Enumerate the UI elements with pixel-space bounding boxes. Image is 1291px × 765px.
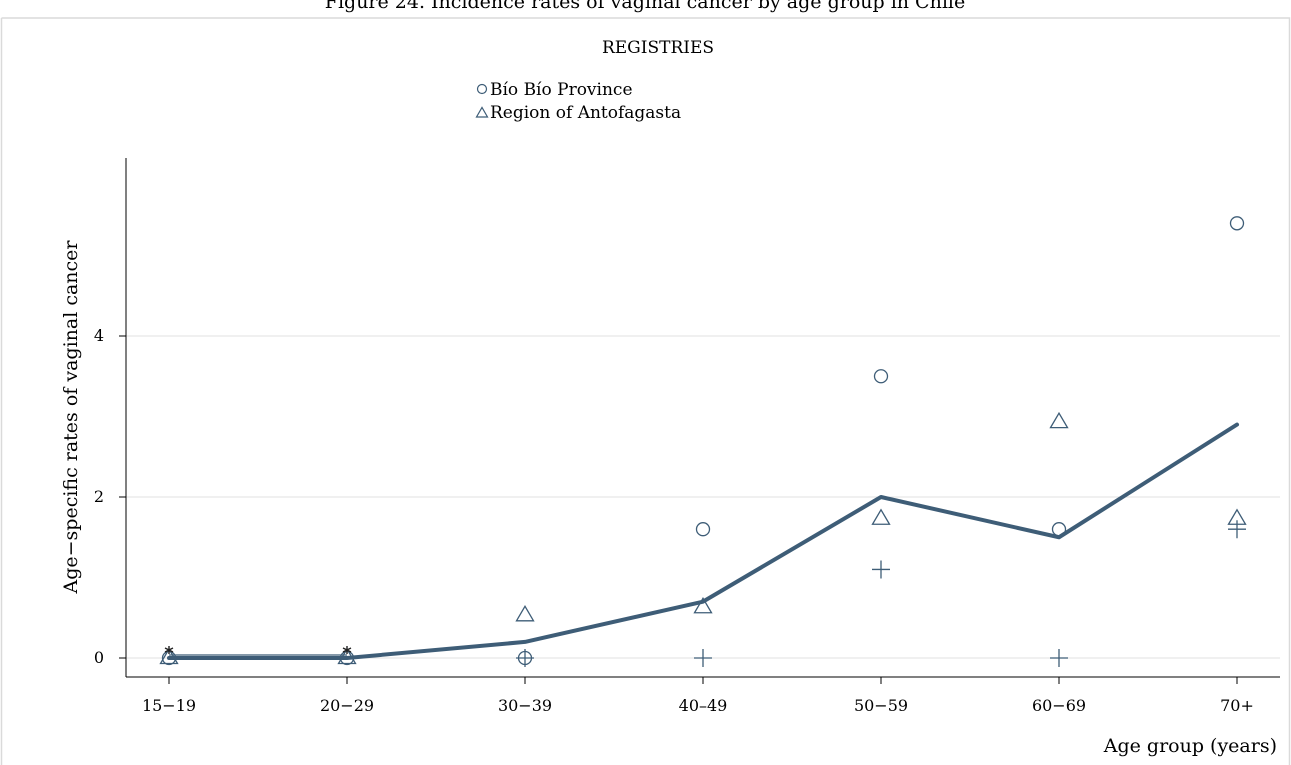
- point-asterisk-1: [342, 645, 352, 654]
- point-triangle-3: [693, 596, 713, 614]
- x-tick-label: 15−19: [142, 696, 196, 715]
- point-plus-4: [872, 560, 890, 579]
- point-circle-3: [695, 522, 711, 537]
- legend: Bío Bío Province Region of Antofagasta: [475, 80, 681, 123]
- y-axis-ticks: 0 2 4: [94, 326, 126, 667]
- x-tick-label: 70+: [1220, 696, 1254, 715]
- point-plus-6: [1228, 520, 1246, 539]
- x-tick-label: 50−59: [854, 696, 908, 715]
- point-triangle-4: [871, 508, 891, 525]
- point-asterisk-0: [164, 645, 174, 654]
- point-circle-6: [1229, 216, 1245, 231]
- figure-frame: [0, 17, 1291, 765]
- x-tick-label: 40–49: [679, 696, 728, 715]
- point-triangle-1: [337, 647, 357, 665]
- x-tick-label: 60−69: [1032, 696, 1086, 715]
- point-plus-2: [516, 649, 534, 667]
- chart-title: Figure 24. Incidence rates of vaginal ca…: [325, 0, 965, 13]
- series-line-average: [167, 422, 1239, 660]
- legend-marker-circle: [476, 83, 488, 95]
- x-axis-label: Age group (years): [1103, 735, 1277, 757]
- y-tick-label: 0: [94, 648, 104, 667]
- x-tick-label: 30−39: [498, 696, 552, 715]
- legend-marker-triangle: [475, 106, 489, 118]
- legend-label-bio-bio: Bío Bío Province: [490, 80, 633, 100]
- markers-group: [159, 216, 1247, 667]
- point-circle-5: [1051, 522, 1067, 537]
- y-tick-label: 4: [94, 326, 104, 345]
- x-axis-ticks: 15−19 20−29 30−39 40–49 50−59 60−69 70+: [142, 677, 1254, 715]
- point-circle-4: [873, 369, 889, 384]
- point-triangle-2: [515, 605, 535, 622]
- y-tick-label: 2: [94, 487, 104, 506]
- point-triangle-5: [1049, 411, 1069, 429]
- legend-title: REGISTRIES: [602, 38, 714, 58]
- point-plus-5: [1050, 649, 1068, 667]
- legend-label-antofagasta: Region of Antofagasta: [490, 103, 681, 123]
- y-axis-label: Age−specific rates of vaginal cancer: [60, 240, 82, 595]
- point-plus-3: [694, 649, 712, 667]
- series-line-group: [167, 422, 1239, 660]
- point-triangle-0: [159, 647, 179, 665]
- x-tick-label: 20−29: [320, 696, 374, 715]
